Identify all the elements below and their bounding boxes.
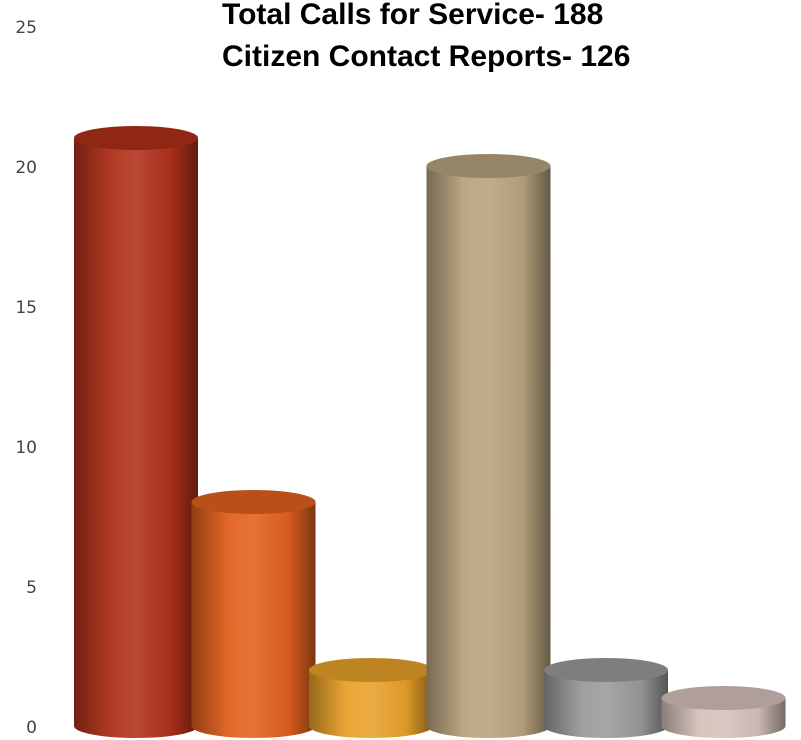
bar-4	[426, 154, 551, 738]
bar-body	[74, 138, 198, 738]
y-tick-label: 20	[15, 158, 37, 178]
bar-body	[544, 670, 668, 738]
bar-5	[544, 658, 668, 738]
chart-title-line-1: Total Calls for Service- 188	[222, 0, 603, 31]
chart-title: Total Calls for Service- 188 Citizen Con…	[222, 0, 630, 73]
bar-body	[309, 670, 433, 738]
y-axis: 0 5 10 15 20 25	[15, 18, 37, 738]
bar-body	[191, 502, 316, 738]
chart-title-line-2: Citizen Contact Reports- 126	[222, 40, 630, 73]
y-tick-label: 5	[26, 578, 37, 598]
y-tick-label: 0	[26, 718, 37, 738]
bar-2	[191, 490, 316, 738]
bars-group	[74, 126, 786, 738]
y-tick-label: 25	[15, 18, 37, 38]
bar-top-cap	[661, 686, 786, 710]
bar-top-cap	[74, 126, 198, 150]
bar-top-cap	[191, 490, 316, 514]
bar-top-cap	[309, 658, 433, 682]
y-tick-label: 10	[15, 438, 37, 458]
bar-body	[426, 166, 551, 738]
bar-1	[74, 126, 198, 738]
y-tick-label: 15	[15, 298, 37, 318]
bar-3	[309, 658, 433, 738]
bar-6	[661, 686, 786, 738]
bar-top-cap	[544, 658, 668, 682]
bar-top-cap	[426, 154, 551, 178]
